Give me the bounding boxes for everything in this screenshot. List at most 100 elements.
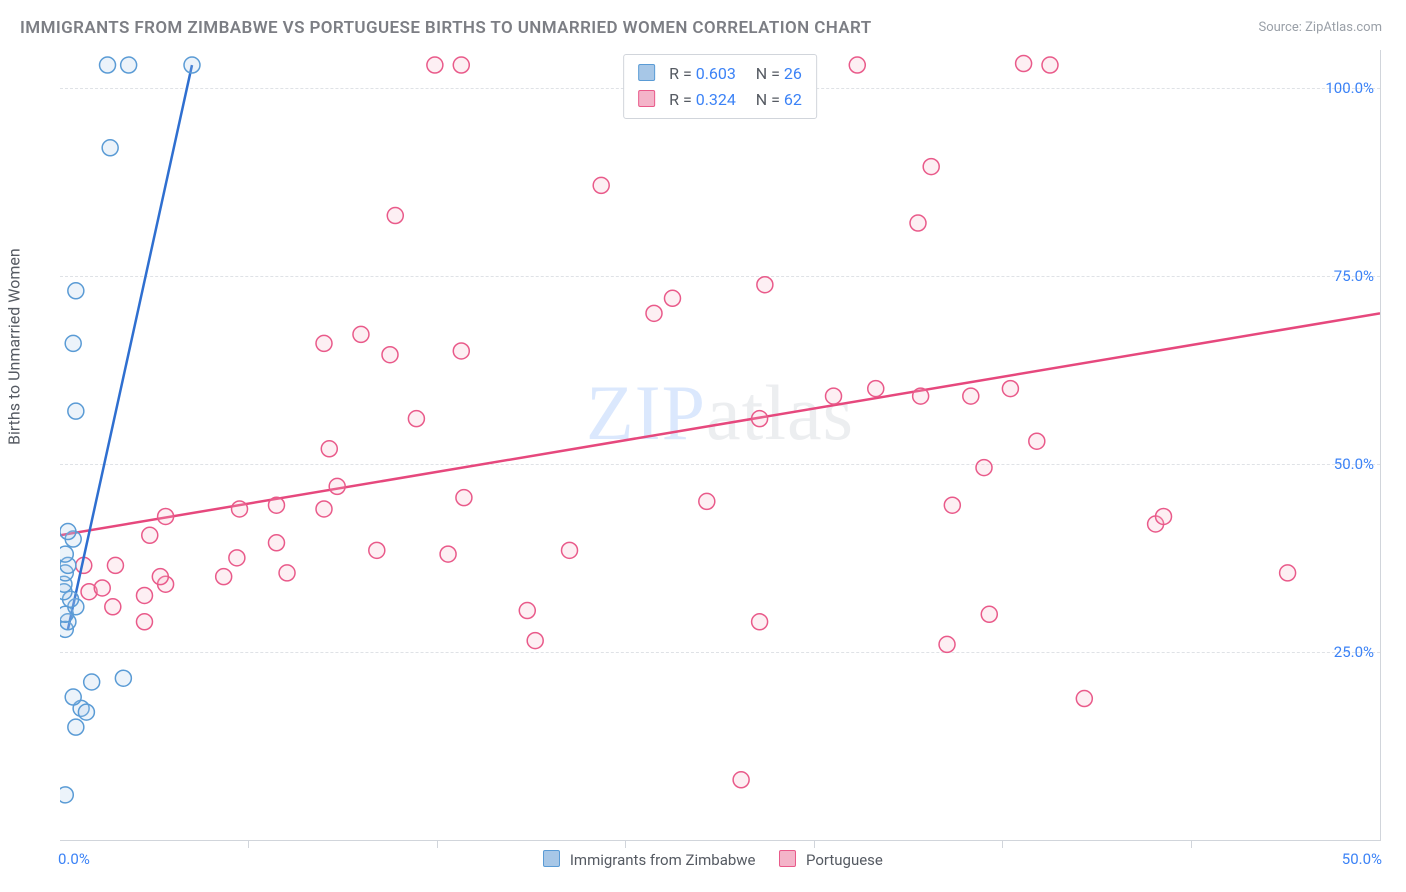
x-tick bbox=[1002, 840, 1003, 848]
correlation-legend: R = 0.603 N = 26 R = 0.324 N = 62 bbox=[623, 54, 817, 119]
portuguese-point bbox=[456, 490, 472, 506]
portuguese-point bbox=[440, 546, 456, 562]
y-axis-title: Births to Unmarried Women bbox=[5, 248, 24, 445]
zimbabwe-point bbox=[60, 524, 76, 540]
zimbabwe-point bbox=[102, 140, 118, 156]
portuguese-point bbox=[699, 493, 715, 509]
portuguese-point bbox=[279, 565, 295, 581]
legend-n-label: N = bbox=[756, 64, 784, 83]
x-tick bbox=[625, 840, 626, 848]
portuguese-point bbox=[216, 569, 232, 585]
legend-r-label: R = bbox=[669, 64, 696, 83]
portuguese-point bbox=[158, 508, 174, 524]
portuguese-point bbox=[733, 772, 749, 788]
swatch-portuguese-icon bbox=[779, 850, 796, 867]
portuguese-point bbox=[94, 580, 110, 596]
portuguese-point bbox=[939, 636, 955, 652]
x-tick bbox=[814, 840, 815, 848]
portuguese-point bbox=[408, 411, 424, 427]
x-legend-portuguese-label: Portuguese bbox=[806, 851, 883, 869]
portuguese-point bbox=[427, 57, 443, 73]
portuguese-point bbox=[387, 208, 403, 224]
legend-r-value: 0.324 bbox=[696, 90, 736, 109]
portuguese-point bbox=[752, 614, 768, 630]
portuguese-point bbox=[142, 527, 158, 543]
zimbabwe-point bbox=[68, 283, 84, 299]
zimbabwe-point bbox=[115, 670, 131, 686]
source-attribution: Source: ZipAtlas.com bbox=[1258, 20, 1382, 35]
portuguese-point bbox=[1002, 381, 1018, 397]
portuguese-point bbox=[1042, 57, 1058, 73]
portuguese-point bbox=[527, 633, 543, 649]
portuguese-point bbox=[107, 557, 123, 573]
portuguese-point bbox=[913, 388, 929, 404]
portuguese-point bbox=[752, 411, 768, 427]
portuguese-point bbox=[664, 290, 680, 306]
portuguese-point bbox=[1280, 565, 1296, 581]
portuguese-point bbox=[353, 326, 369, 342]
portuguese-point bbox=[519, 603, 535, 619]
portuguese-point bbox=[232, 501, 248, 517]
portuguese-point bbox=[1016, 56, 1032, 72]
portuguese-point bbox=[268, 535, 284, 551]
portuguese-point bbox=[229, 550, 245, 566]
portuguese-point bbox=[316, 501, 332, 517]
zimbabwe-point bbox=[84, 674, 100, 690]
portuguese-point bbox=[152, 569, 168, 585]
zimbabwe-point bbox=[78, 704, 94, 720]
portuguese-trend-line bbox=[60, 313, 1380, 535]
portuguese-point bbox=[826, 388, 842, 404]
swatch-zimbabwe-icon bbox=[543, 850, 560, 867]
chart-title: IMMIGRANTS FROM ZIMBABWE VS PORTUGUESE B… bbox=[20, 18, 872, 38]
portuguese-point bbox=[453, 343, 469, 359]
swatch-portuguese-icon bbox=[638, 90, 655, 107]
portuguese-point bbox=[981, 606, 997, 622]
portuguese-point bbox=[136, 587, 152, 603]
zimbabwe-point bbox=[65, 335, 81, 351]
portuguese-point bbox=[1076, 691, 1092, 707]
legend-n-label: N = bbox=[756, 90, 784, 109]
portuguese-point bbox=[369, 542, 385, 558]
zimbabwe-point bbox=[68, 719, 84, 735]
zimbabwe-point bbox=[121, 57, 137, 73]
legend-n-value: 26 bbox=[784, 64, 802, 83]
portuguese-point bbox=[1156, 508, 1172, 524]
portuguese-point bbox=[136, 614, 152, 630]
portuguese-point bbox=[868, 381, 884, 397]
portuguese-point bbox=[910, 215, 926, 231]
legend-r-label: R = bbox=[669, 90, 696, 109]
zimbabwe-point bbox=[184, 57, 200, 73]
scatter-svg bbox=[60, 50, 1380, 840]
portuguese-point bbox=[562, 542, 578, 558]
legend-r-value: 0.603 bbox=[696, 64, 736, 83]
legend-row-zimbabwe: R = 0.603 N = 26 bbox=[638, 61, 802, 87]
portuguese-point bbox=[976, 460, 992, 476]
portuguese-point bbox=[316, 335, 332, 351]
portuguese-point bbox=[849, 57, 865, 73]
zimbabwe-point bbox=[65, 689, 81, 705]
zimbabwe-point bbox=[68, 403, 84, 419]
portuguese-point bbox=[382, 347, 398, 363]
legend-row-portuguese: R = 0.324 N = 62 bbox=[638, 87, 802, 113]
portuguese-point bbox=[105, 599, 121, 615]
zimbabwe-point bbox=[60, 787, 73, 803]
portuguese-point bbox=[329, 478, 345, 494]
x-axis-legend: Immigrants from Zimbabwe Portuguese bbox=[0, 850, 1406, 869]
x-tick bbox=[437, 840, 438, 848]
x-tick bbox=[1191, 840, 1192, 848]
chart-container: IMMIGRANTS FROM ZIMBABWE VS PORTUGUESE B… bbox=[0, 0, 1406, 892]
legend-n-value: 62 bbox=[784, 90, 802, 109]
plot-area: R = 0.603 N = 26 R = 0.324 N = 62 ZIPatl… bbox=[60, 50, 1381, 841]
portuguese-point bbox=[923, 159, 939, 175]
portuguese-point bbox=[453, 57, 469, 73]
zimbabwe-point bbox=[60, 546, 73, 562]
portuguese-point bbox=[757, 277, 773, 293]
swatch-zimbabwe-icon bbox=[638, 64, 655, 81]
zimbabwe-trend-line bbox=[68, 65, 192, 629]
portuguese-point bbox=[268, 497, 284, 513]
portuguese-point bbox=[593, 177, 609, 193]
portuguese-point bbox=[646, 305, 662, 321]
zimbabwe-point bbox=[100, 57, 116, 73]
portuguese-point bbox=[321, 441, 337, 457]
portuguese-point bbox=[1029, 433, 1045, 449]
